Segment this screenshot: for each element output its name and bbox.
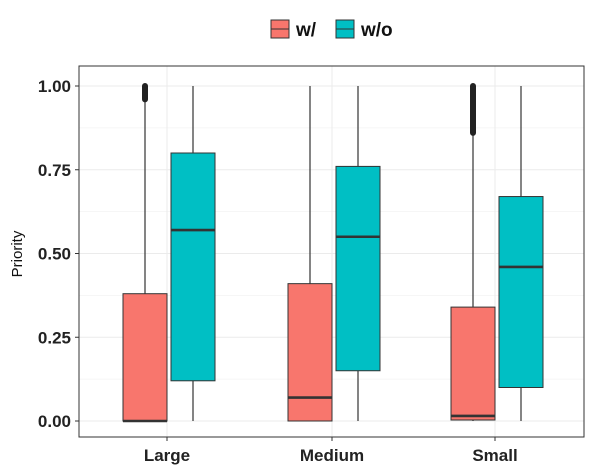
y-tick-label: 0.25 <box>38 328 71 347</box>
boxes <box>122 83 544 423</box>
x-tick-label: Large <box>144 446 190 465</box>
box-body <box>335 165 381 372</box>
box-wslash-medium <box>287 86 333 422</box>
y-axis-label: Priority <box>9 230 26 277</box>
y-axis-ticks: 0.00 0.25 0.50 0.75 1.00 <box>38 77 79 431</box>
y-tick-label: 0.75 <box>38 161 71 180</box>
legend: w/ w/o <box>270 19 393 41</box>
y-tick-label: 1.00 <box>38 77 71 96</box>
legend-label-w-with: w/ <box>295 20 317 41</box>
box-body <box>450 306 496 421</box>
x-tick-label: Medium <box>300 446 364 465</box>
box-body <box>498 196 544 388</box>
box-body <box>122 293 168 422</box>
box-body <box>170 152 216 382</box>
box-body <box>287 283 333 422</box>
y-tick-label: 0.00 <box>38 412 71 431</box>
box-wslasho-small <box>498 86 544 421</box>
x-axis-ticks: Large Medium Small <box>144 437 518 465</box>
box-wslasho-medium <box>335 86 381 421</box>
x-tick-label: Small <box>472 446 517 465</box>
box-wslash-small <box>450 83 496 421</box>
box-wslasho-large <box>170 86 216 421</box>
y-tick-label: 0.50 <box>38 245 71 264</box>
legend-label-w-without: w/o <box>360 20 393 41</box>
box-wslash-large <box>122 83 168 423</box>
